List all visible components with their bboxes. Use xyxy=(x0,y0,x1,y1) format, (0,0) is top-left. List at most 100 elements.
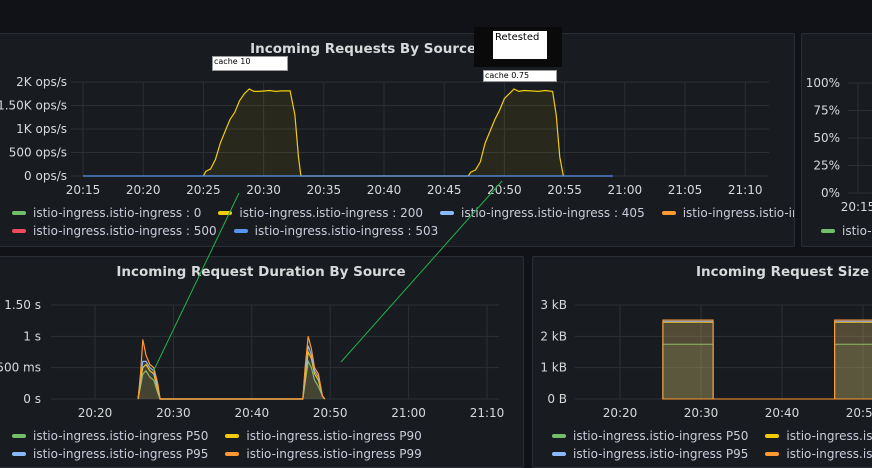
y-tick-label: 75% xyxy=(813,104,840,118)
legend-label: istio-ingress.istio-ingress P95 xyxy=(573,447,749,461)
x-tick-label: 21:00 xyxy=(608,183,643,197)
success-chart: 0% 25% 50% 75% 100% 20:15 xyxy=(806,76,872,214)
series-fill xyxy=(138,336,325,399)
annotation-callout: Retested xyxy=(474,27,562,67)
y-tick-label: 1.50K ops/s xyxy=(0,99,67,113)
legend-label: istio-ingress.istio-ingress : 200 xyxy=(239,206,424,220)
y-tick-label: 1K ops/s xyxy=(16,122,67,136)
success-legend: istio-i xyxy=(821,222,872,240)
annotation-note-cache-075: cache 0.75 xyxy=(483,70,557,82)
panel-title: Incoming Requests By Source And Res xyxy=(250,41,543,57)
series-fill xyxy=(138,345,325,399)
legend-item[interactable]: istio-ingress.istio-ingress : 422 xyxy=(661,204,794,222)
y-tick-label: 50% xyxy=(813,131,840,145)
x-tick-label: 20:40 xyxy=(765,406,800,420)
y-tick-label: 1 s xyxy=(23,329,41,343)
x-tick-label: 20:50 xyxy=(313,406,348,420)
legend-label: istio-ingress.istio-ingress : 405 xyxy=(461,206,645,220)
legend-swatch xyxy=(552,433,566,438)
legend-label: istio-ingress.istio-ingress P95 xyxy=(33,447,209,461)
legend-item[interactable]: istio-ingress.istio-ingress P95 xyxy=(552,445,748,463)
legend-swatch xyxy=(661,210,676,215)
legend-item[interactable]: istio-ingress.istio-ingress P95 xyxy=(12,445,208,463)
legend-swatch xyxy=(12,451,26,456)
legend-item[interactable]: istio-i xyxy=(821,222,872,240)
legend-swatch xyxy=(765,433,780,438)
legend-swatch xyxy=(225,433,240,438)
x-tick-label: 21:10 xyxy=(470,406,505,420)
legend-swatch xyxy=(821,228,835,233)
legend-label: istio-ingress.istio-ing xyxy=(786,429,872,443)
legend-label: istio-ingress.istio-ing xyxy=(786,447,872,461)
legend-item[interactable]: istio-ingress.istio-ingress : 503 xyxy=(233,222,439,240)
x-tick-label: 20:20 xyxy=(126,183,161,197)
legend-swatch xyxy=(552,451,566,456)
legend-row: istio-ingress.istio-ingress P95 istio-ing… xyxy=(552,445,872,463)
y-tick-label: 3 kB xyxy=(540,298,567,312)
legend-swatch xyxy=(218,210,233,215)
y-tick-label: 0 ops/s xyxy=(24,169,67,183)
x-tick-label: 20:30 xyxy=(246,183,281,197)
x-tick-label: 20:20 xyxy=(603,406,638,420)
series-line xyxy=(137,349,326,400)
legend-row: istio-ingress.istio-ingress P95 istio-ing… xyxy=(12,445,439,463)
legend-row: istio-ingress.istio-ingress : 0 istio-ing… xyxy=(12,204,794,222)
legend-label: istio-ingress.istio-ingress P50 xyxy=(573,429,749,443)
series-line xyxy=(137,336,326,400)
x-tick-label: 20:45 xyxy=(427,183,462,197)
series-line xyxy=(137,345,326,400)
legend-label: istio-ingress.istio-ingress P99 xyxy=(246,447,422,461)
series-area xyxy=(662,319,872,400)
x-tick-label: 21:10 xyxy=(728,183,763,197)
x-tick-label: 20:40 xyxy=(367,183,402,197)
legend-item[interactable]: istio-ingress.istio-ing xyxy=(765,445,872,463)
x-tick-label: 20:30 xyxy=(156,406,191,420)
legend-item[interactable]: istio-ingress.istio-ingress : 200 xyxy=(218,204,423,222)
legend-item[interactable]: istio-ingress.istio-ingress P90 xyxy=(225,427,422,445)
series-fill xyxy=(138,352,325,399)
y-tick-label: 100% xyxy=(806,76,840,90)
legend-item[interactable]: istio-ingress.istio-ingress P50 xyxy=(12,427,208,445)
legend-item[interactable]: istio-ingress.istio-ing xyxy=(765,427,872,445)
y-tick-label: 0 B xyxy=(547,392,567,406)
x-tick-label: 20:55 xyxy=(547,183,582,197)
legend-label: istio-ingress.istio-ingress P50 xyxy=(33,429,209,443)
x-tick-label: 20:40 xyxy=(235,406,270,420)
y-tick-label: 1.50 s xyxy=(4,298,41,312)
annotation-note-retested: Retested xyxy=(493,31,547,59)
y-tick-label: 500 ops/s xyxy=(9,146,67,160)
legend-item[interactable]: istio-ingress.istio-ingress P99 xyxy=(225,445,422,463)
legend-swatch xyxy=(440,210,455,215)
size-legend: istio-ingress.istio-ingress P50 istio-ing… xyxy=(552,427,872,463)
legend-swatch xyxy=(233,228,248,233)
legend-row: istio-i xyxy=(821,222,872,240)
legend-swatch xyxy=(12,433,26,438)
x-tick-label: 20:15 xyxy=(841,200,872,214)
legend-item[interactable]: istio-ingress.istio-ingress P50 xyxy=(552,427,748,445)
series-fill xyxy=(203,89,564,176)
legend-label: istio-i xyxy=(842,224,872,238)
panel-success-rate[interactable]: 0% 25% 50% 75% 100% 20:15 istio-i xyxy=(801,33,872,247)
legend-label: istio-ingress.istio-ingress : 0 xyxy=(33,206,202,220)
duration-legend: istio-ingress.istio-ingress P50 istio-ing… xyxy=(12,427,439,463)
legend-label: istio-ingress.istio-ingress P90 xyxy=(246,429,422,443)
legend-item[interactable]: istio-ingress.istio-ingress : 0 xyxy=(12,204,201,222)
panel-request-size[interactable]: Incoming Request Size By So 0 B 1 kB 2 kB 3… xyxy=(532,256,872,468)
series-fill xyxy=(138,361,325,399)
series-line xyxy=(137,359,326,400)
legend-item[interactable]: istio-ingress.istio-ingress : 405 xyxy=(440,204,645,222)
legend-row: istio-ingress.istio-ingress P50 istio-ing… xyxy=(552,427,872,445)
legend-swatch xyxy=(12,210,26,215)
x-tick-label: 20:25 xyxy=(186,183,221,197)
legend-item[interactable]: istio-ingress.istio-ingress : 500 xyxy=(12,222,217,240)
legend-label: istio-ingress.istio-ingress : 503 xyxy=(254,224,439,238)
annotation-note-cache-10: cache 10 xyxy=(212,56,288,71)
x-tick-label: 20:15 xyxy=(66,183,101,197)
x-tick-label: 20:30 xyxy=(684,406,719,420)
y-tick-label: 25% xyxy=(813,159,840,173)
top-bar xyxy=(0,0,872,30)
y-tick-label: 2 kB xyxy=(540,329,567,343)
legend-label: istio-ingress.istio-ingress : 500 xyxy=(33,224,217,238)
panel-incoming-requests[interactable]: Incoming Requests By Source And Res 0 op… xyxy=(0,33,795,247)
